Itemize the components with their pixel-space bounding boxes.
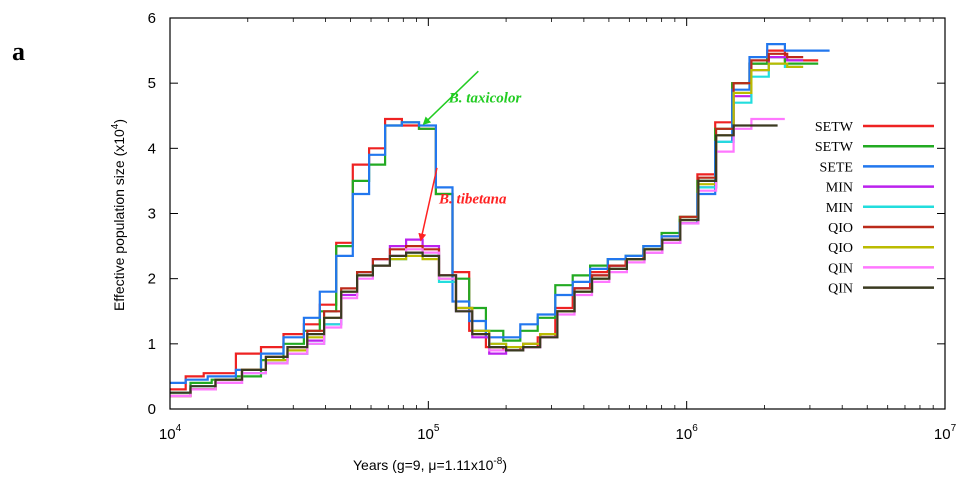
- annotations: B. taxicolor B. tibetana: [418, 70, 522, 242]
- annotation-arrow: [418, 167, 438, 242]
- panel-label: a: [12, 37, 25, 66]
- x-tick-label: 106: [676, 423, 699, 443]
- x-tick-label: 105: [417, 423, 440, 443]
- legend: SETW SETW SETE MIN MIN QIO QIO QIN QIN: [815, 120, 934, 297]
- legend-label: QIO: [828, 241, 853, 256]
- y-tick-label: 5: [148, 75, 156, 92]
- y-tick-label: 0: [148, 401, 156, 418]
- y-tick-label: 1: [148, 336, 156, 353]
- x-tick-label: 104: [159, 423, 182, 443]
- series-layer: [170, 43, 830, 398]
- series-line-3: [170, 43, 830, 384]
- annotation-label: B. tibetana: [438, 192, 507, 208]
- annotation-arrow: [422, 70, 479, 125]
- y-axis-title: Effective population size (x104): [110, 119, 127, 311]
- legend-label: SETE: [820, 160, 853, 175]
- legend-label: MIN: [826, 181, 853, 196]
- annotation-label: B. taxicolor: [448, 91, 522, 107]
- x-axis-title: Years (g=9, μ=1.11x10-8): [353, 456, 507, 473]
- y-tick-label: 6: [148, 10, 156, 27]
- legend-label: SETW: [815, 120, 854, 135]
- series-line-2: [170, 56, 819, 394]
- y-ticks: 0 1 2 3 4 5 6: [148, 10, 945, 418]
- legend-label: QIO: [828, 221, 853, 236]
- x-tick-label: 107: [934, 423, 957, 443]
- x-ticks: 104 105 106 107: [159, 18, 957, 443]
- legend-label: MIN: [826, 201, 853, 216]
- series-line-9: [170, 124, 778, 394]
- legend-label: SETW: [815, 140, 854, 155]
- y-tick-label: 2: [148, 271, 156, 288]
- y-tick-label: 4: [148, 140, 156, 157]
- y-tick-label: 3: [148, 206, 156, 223]
- legend-label: QIN: [828, 282, 853, 297]
- legend-label: QIN: [828, 261, 853, 276]
